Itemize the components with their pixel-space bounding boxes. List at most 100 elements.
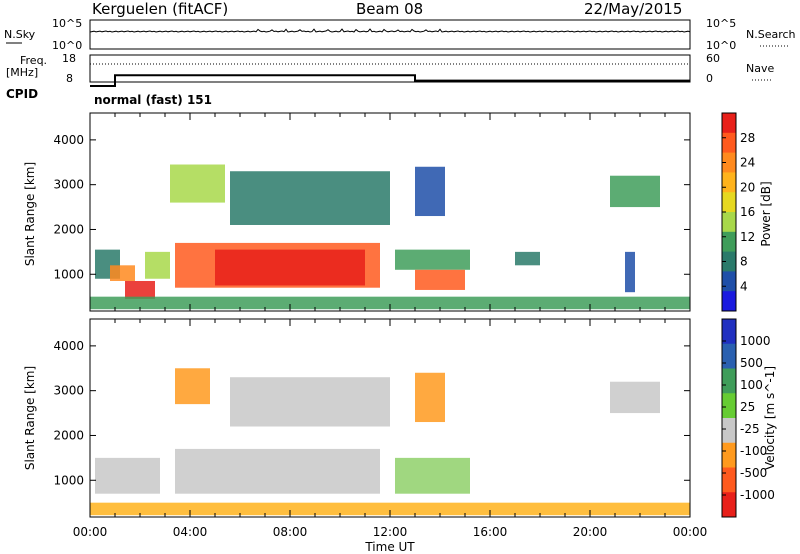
velocity-xticks (89, 319, 691, 517)
velocity-region-5 (415, 372, 445, 423)
time-axis-title: Time UT (364, 540, 415, 554)
power-ytick-label-2: 3000 (53, 178, 84, 192)
power-colorbar-cell-1 (722, 132, 736, 154)
velocity-colorbar-label-4: -25 (740, 422, 760, 436)
noise-left-label: N.Sky (4, 28, 36, 41)
velocity-ytick-label-0: 1000 (53, 473, 84, 487)
noise-sky-trace (89, 28, 691, 48)
freq-left-label-2: [MHz] (6, 66, 38, 79)
power-colorbar-label-0: 28 (740, 131, 755, 145)
noise-right-tick-bottom: 10^0 (706, 39, 736, 52)
power-colorbar-label-3: 16 (740, 205, 755, 219)
velocity-region-2 (175, 368, 210, 405)
power-ytick-label-3: 4000 (53, 133, 84, 147)
time-tick-label-2: 08:00 (273, 525, 308, 539)
velocity-colorbar-cell-0 (722, 319, 736, 345)
noise-left-tick-bottom: 10^0 (52, 39, 82, 52)
time-tick-label-1: 04:00 (173, 525, 208, 539)
power-colorbar-label: Power [dB] (759, 181, 773, 246)
station-title: Kerguelen (fitACF) (92, 0, 228, 18)
power-region-8 (395, 249, 470, 270)
beam-title: Beam 08 (356, 0, 423, 18)
noise-right-label: N.Search (746, 28, 796, 41)
velocity-colorbar-cell-3 (722, 393, 736, 419)
date-title: 22/May/2015 (584, 0, 682, 18)
velocity-colorbar-label-5: -100 (740, 444, 767, 458)
time-tick-label-0: 00:00 (73, 525, 108, 539)
time-tick-label-3: 12:00 (373, 525, 408, 539)
velocity-panel: 1000 2000 3000 4000 Slant Range [km] 1000 50… (23, 318, 777, 518)
nave-right-tick-top: 60 (706, 52, 720, 65)
velocity-colorbar-label-7: -1000 (740, 488, 775, 502)
noise-panel-frame (89, 19, 691, 50)
power-colorbar-label-4: 12 (740, 230, 755, 244)
noise-right-tick-top: 10^5 (706, 17, 736, 30)
frequency-panel-frame (89, 54, 691, 83)
power-colorbar-label-6: 4 (740, 279, 748, 293)
power-colorbar-cell-4 (722, 192, 736, 213)
power-region-13 (625, 251, 635, 293)
power-region-3 (145, 251, 170, 279)
velocity-region-4 (395, 457, 470, 494)
power-colorbar-cell-6 (722, 231, 736, 253)
power-colorbar-cell-0 (722, 113, 736, 134)
velocity-colorbar-cell-7 (722, 492, 736, 518)
freq-left-label-1: Freq. (20, 54, 47, 67)
power-region-9 (415, 269, 465, 290)
power-region-2 (125, 280, 155, 299)
velocity-colorbar-label-6: -500 (740, 466, 767, 480)
power-colorbar: 28 24 20 16 12 8 4 (721, 112, 755, 312)
power-colorbar-label-1: 24 (740, 156, 755, 170)
freq-left-tick-bottom: 8 (66, 72, 73, 85)
power-region-10 (415, 166, 445, 217)
power-region-12 (610, 175, 660, 208)
power-colorbar-label-5: 8 (740, 255, 748, 269)
time-tick-label-6: 00:00 (673, 525, 708, 539)
frequency-trace (90, 74, 690, 87)
nave-right-label: Nave (746, 62, 774, 75)
velocity-ytick-label-2: 3000 (53, 384, 84, 398)
power-panel: 1000 2000 3000 4000 Slant Range [km] 28 24 20… (23, 112, 773, 312)
cpid-label: CPID (6, 87, 38, 101)
velocity-colorbar-label-2: 100 (740, 378, 763, 392)
power-regions (90, 164, 690, 310)
velocity-region-7 (90, 502, 690, 516)
power-ylabel: Slant Range [km] (23, 162, 37, 266)
power-region-1 (110, 265, 135, 281)
velocity-colorbar-label: Velocity [m s^-1] (763, 366, 777, 470)
power-colorbar-cell-3 (722, 172, 736, 193)
noise-panel: N.Sky 10^5 10^0 10^5 10^0 N.Search (4, 17, 796, 52)
freq-left-tick-top: 18 (62, 52, 76, 65)
power-ytick-label-0: 1000 (53, 267, 84, 281)
power-colorbar-cell-5 (722, 212, 736, 233)
power-region-11 (515, 251, 540, 266)
velocity-colorbar-cell-5 (722, 442, 736, 468)
cpid-value: normal (fast) 151 (94, 93, 212, 107)
power-region-14 (90, 296, 690, 310)
power-xticks (89, 113, 691, 311)
velocity-colorbar-label-0: 1000 (740, 334, 771, 348)
velocity-colorbar: 1000 500 100 25 -25 -100 -500 -1000 (721, 318, 775, 518)
power-colorbar-cell-2 (722, 152, 736, 173)
time-tick-label-4: 16:00 (473, 525, 508, 539)
power-region-7 (230, 171, 390, 225)
velocity-colorbar-cell-6 (722, 467, 736, 493)
frequency-panel: Freq. [MHz] 18 8 60 0 Nave CPID normal (… (6, 52, 774, 107)
noise-left-tick-top: 10^5 (52, 17, 82, 30)
power-region-5 (215, 249, 365, 286)
velocity-region-6 (610, 381, 660, 414)
power-region-6 (170, 164, 225, 203)
time-tick-label-5: 20:00 (573, 525, 608, 539)
power-colorbar-cell-9 (722, 291, 736, 312)
velocity-colorbar-cell-4 (722, 418, 736, 444)
velocity-ylabel: Slant Range [km] (23, 366, 37, 470)
power-colorbar-label-2: 20 (740, 180, 755, 194)
time-axis-labels: 00:00 04:00 08:00 12:00 16:00 20:00 00:00 (73, 525, 708, 539)
power-colorbar-cell-8 (722, 271, 736, 292)
velocity-colorbar-label-1: 500 (740, 356, 763, 370)
velocity-region-0 (95, 457, 160, 494)
velocity-colorbar-label-3: 25 (740, 400, 755, 414)
velocity-colorbar-cell-2 (722, 368, 736, 394)
velocity-region-1 (175, 448, 380, 494)
